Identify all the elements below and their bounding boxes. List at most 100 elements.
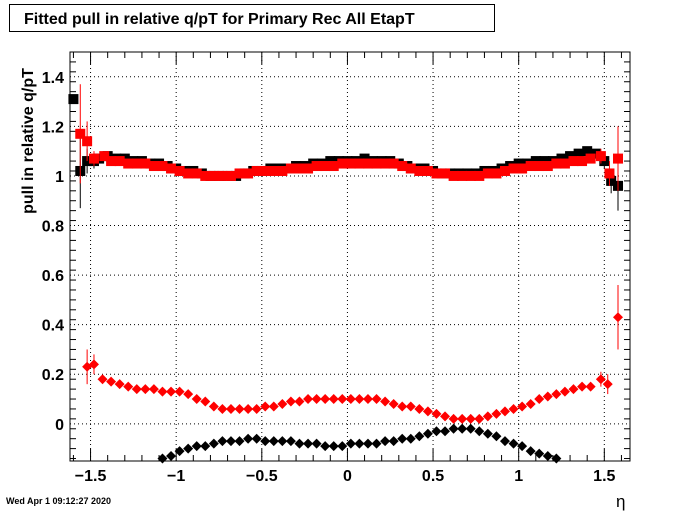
data-point-square xyxy=(559,158,570,169)
data-point-diamond xyxy=(277,436,288,447)
data-point-square xyxy=(320,161,331,172)
data-point-diamond xyxy=(251,433,262,444)
data-point-square xyxy=(388,158,399,169)
data-point-diamond xyxy=(457,423,468,434)
data-point-diamond xyxy=(208,401,219,412)
data-point-square xyxy=(68,94,79,105)
data-point-square xyxy=(277,165,288,176)
data-point-diamond xyxy=(225,436,236,447)
data-point-diamond xyxy=(260,401,271,412)
data-point-square xyxy=(328,161,339,172)
data-point-diamond xyxy=(166,386,177,397)
y-tick-label: 0.6 xyxy=(42,268,64,285)
data-point-square xyxy=(337,158,348,169)
data-point-diamond xyxy=(559,386,570,397)
data-point-diamond xyxy=(200,396,211,407)
data-point-diamond xyxy=(114,379,125,390)
data-point-square xyxy=(94,153,105,164)
data-point-square xyxy=(123,158,134,169)
data-point-square xyxy=(422,165,433,176)
data-point-diamond xyxy=(277,398,288,409)
data-point-diamond xyxy=(517,441,528,452)
data-point-diamond xyxy=(311,438,322,449)
data-point-square xyxy=(354,158,365,169)
data-point-diamond xyxy=(542,451,553,462)
data-point-diamond xyxy=(405,401,416,412)
data-point-square xyxy=(75,128,86,139)
data-point-diamond xyxy=(294,438,305,449)
data-point-diamond xyxy=(499,436,510,447)
data-point-square xyxy=(465,170,476,181)
data-point-square xyxy=(582,146,593,157)
data-point-diamond xyxy=(303,394,314,405)
data-point-diamond xyxy=(303,438,314,449)
data-point-diamond xyxy=(508,403,519,414)
data-point-square xyxy=(508,163,519,174)
data-point-diamond xyxy=(217,436,228,447)
data-point-square xyxy=(499,165,510,176)
grid-lines xyxy=(70,52,630,461)
data-point-diamond xyxy=(414,431,425,442)
data-point-diamond xyxy=(371,394,382,405)
data-point-square xyxy=(148,161,159,172)
data-point-diamond xyxy=(260,436,271,447)
data-point-diamond xyxy=(200,441,211,452)
data-point-square xyxy=(595,151,606,162)
data-point-diamond xyxy=(431,408,442,419)
data-point-diamond xyxy=(491,431,502,442)
data-point-diamond xyxy=(499,406,510,417)
data-point-square xyxy=(613,153,624,164)
y-tick-label: 0.2 xyxy=(42,367,64,384)
data-point-diamond xyxy=(491,408,502,419)
data-point-square xyxy=(140,158,151,169)
data-point-diamond xyxy=(234,436,245,447)
data-point-diamond xyxy=(225,403,236,414)
data-point-square xyxy=(191,168,202,179)
data-point-square xyxy=(397,161,408,172)
data-point-square xyxy=(268,165,279,176)
data-point-diamond xyxy=(294,396,305,407)
data-point-diamond xyxy=(440,426,451,437)
data-point-square xyxy=(568,156,579,167)
data-point-diamond xyxy=(388,398,399,409)
data-point-square xyxy=(551,158,562,169)
data-point-square xyxy=(440,168,451,179)
data-point-diamond xyxy=(595,374,606,385)
data-point-square xyxy=(251,165,262,176)
data-point-square xyxy=(606,175,617,186)
data-point-diamond xyxy=(602,379,613,390)
data-point-square xyxy=(482,168,493,179)
data-point-diamond xyxy=(106,376,117,387)
data-point-diamond xyxy=(337,394,348,405)
data-point-square xyxy=(457,170,468,181)
data-point-square xyxy=(345,158,356,169)
x-tick-label: −1 xyxy=(167,468,185,485)
data-point-diamond xyxy=(585,381,596,392)
data-point-diamond xyxy=(362,394,373,405)
data-point-diamond xyxy=(183,389,194,400)
data-point-square xyxy=(106,156,117,167)
data-point-diamond xyxy=(345,438,356,449)
data-point-diamond xyxy=(320,441,331,452)
data-point-square xyxy=(114,156,125,167)
data-point-diamond xyxy=(517,401,528,412)
data-point-square xyxy=(82,136,93,147)
y-axis-label: pull in relative q/pT xyxy=(20,68,37,214)
data-point-square xyxy=(311,161,322,172)
data-point-diamond xyxy=(525,446,536,457)
data-point-diamond xyxy=(174,446,185,457)
data-point-diamond xyxy=(397,433,408,444)
data-point-diamond xyxy=(140,384,151,395)
data-point-square xyxy=(371,158,382,169)
x-tick-label: 1.5 xyxy=(593,468,615,485)
x-tick-label: 1 xyxy=(514,468,523,485)
data-point-square xyxy=(414,165,425,176)
data-point-diamond xyxy=(388,436,399,447)
data-point-diamond xyxy=(465,423,476,434)
data-point-square xyxy=(585,153,596,164)
data-point-diamond xyxy=(380,396,391,407)
data-point-square xyxy=(157,161,168,172)
axes: −1.5 −1 −0.5 0 0.5 1 1.5 0 0.2 0.4 0.6 0.8 1 1.2 1.4 xyxy=(42,51,631,485)
data-marks xyxy=(68,84,624,464)
data-point-square xyxy=(174,165,185,176)
